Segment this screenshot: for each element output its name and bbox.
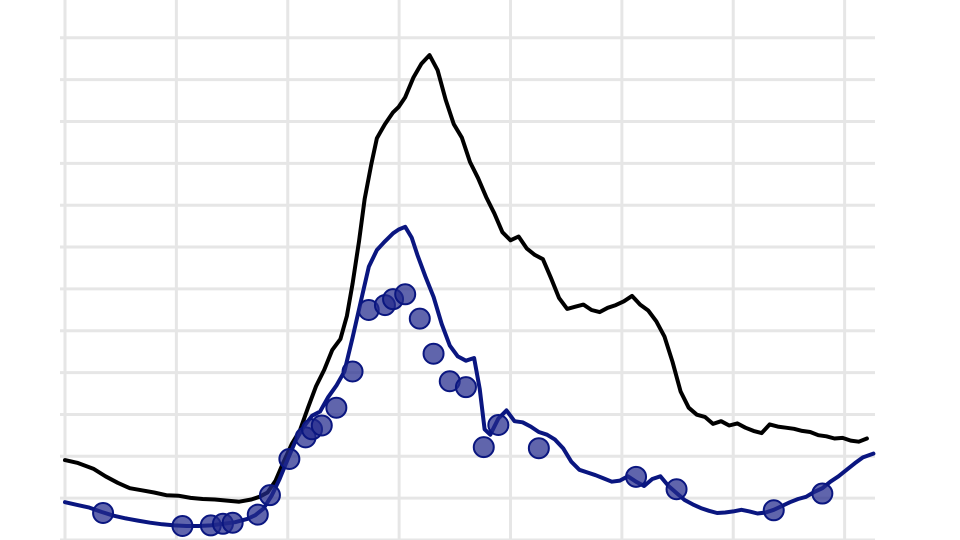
series-1-point-5: [246, 503, 269, 526]
series-1-point-18: [422, 342, 445, 365]
series-1-point-4: [221, 511, 244, 534]
series-1-point-21: [472, 436, 495, 459]
series-1-line: [63, 224, 876, 528]
series-1-point-11: [325, 396, 348, 419]
series-0: [63, 53, 869, 504]
series-1-point-12: [341, 360, 364, 383]
series-1-point-16: [394, 283, 417, 306]
series-1-point-7: [278, 448, 301, 470]
series-1-point-24: [625, 465, 648, 488]
series-1-point-20: [454, 376, 477, 399]
series-layer: [63, 53, 876, 537]
series-1-point-17: [408, 307, 431, 330]
series-1-point-27: [811, 482, 834, 505]
series-1-point-25: [665, 478, 688, 501]
series-1-point-23: [527, 437, 550, 460]
grid: [60, 0, 875, 540]
series-1-point-22: [487, 413, 510, 436]
series-0-line: [63, 53, 869, 504]
series-1-point-1: [171, 514, 194, 537]
series-1: [63, 224, 876, 537]
series-1-point-10: [310, 414, 333, 437]
series-1-point-6: [258, 484, 281, 507]
series-1-point-26: [762, 499, 785, 522]
series-1-point-0: [92, 502, 115, 524]
